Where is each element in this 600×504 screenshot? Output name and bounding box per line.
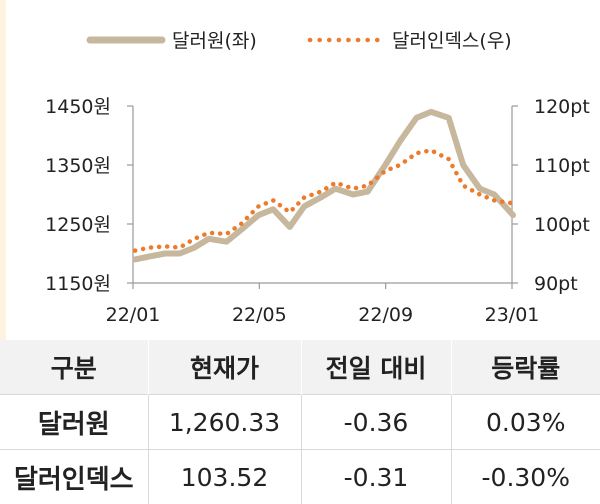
cell-rate: -0.30% <box>451 449 600 504</box>
x-tick-label: 22/09 <box>358 304 413 326</box>
cell-change: -0.31 <box>301 449 452 504</box>
header-change: 전일 대비 <box>301 340 452 395</box>
y-left-tick-label: 1350원 <box>45 155 111 177</box>
y-left-tick-label: 1250원 <box>45 214 111 236</box>
table-header-row: 구분 현재가 전일 대비 등락률 <box>0 340 600 395</box>
y-right-tick-label: 110pt <box>534 155 590 177</box>
cell-change: -0.36 <box>301 394 452 450</box>
header-price: 현재가 <box>148 340 302 395</box>
axis-ticks <box>127 105 518 289</box>
row-label: 달러원 <box>0 394 149 450</box>
legend-label-dxy: 달러인덱스(우) <box>392 30 512 52</box>
plot-area <box>132 108 516 263</box>
series-line-usdkrw <box>132 108 516 263</box>
y-right-tick-label: 90pt <box>534 273 578 295</box>
table-row: 달러인덱스 103.52 -0.31 -0.30% <box>0 449 600 504</box>
row-label: 달러인덱스 <box>0 449 149 504</box>
y-right-tick-label: 120pt <box>534 96 590 118</box>
exchange-rate-chart: 달러원(좌) 달러인덱스(우) 1450원 1350원 1250원 1150원 … <box>45 30 590 326</box>
left-accent-bar <box>0 0 6 340</box>
chart-legend: 달러원(좌) 달러인덱스(우) <box>86 30 512 52</box>
y-right-tick-label: 100pt <box>534 214 590 236</box>
cell-price: 103.52 <box>148 449 302 504</box>
table-row: 달러원 1,260.33 -0.36 0.03% <box>0 394 600 450</box>
header-category: 구분 <box>0 340 149 395</box>
x-tick-label: 22/01 <box>106 304 161 326</box>
legend-label-usdkrw: 달러원(좌) <box>172 30 257 52</box>
axis-labels: 1450원 1350원 1250원 1150원 120pt 110pt 100p… <box>45 96 590 326</box>
y-left-tick-label: 1150원 <box>45 273 111 295</box>
x-tick-label: 23/01 <box>485 304 540 326</box>
x-tick-label: 22/05 <box>232 304 287 326</box>
quote-table: 구분 현재가 전일 대비 등락률 달러원 1,260.33 -0.36 0.03… <box>0 340 600 504</box>
y-left-tick-label: 1450원 <box>45 96 111 118</box>
series-line-dollar-index <box>132 148 516 253</box>
header-rate: 등락률 <box>451 340 600 395</box>
cell-price: 1,260.33 <box>148 394 302 450</box>
cell-rate: 0.03% <box>451 394 600 450</box>
